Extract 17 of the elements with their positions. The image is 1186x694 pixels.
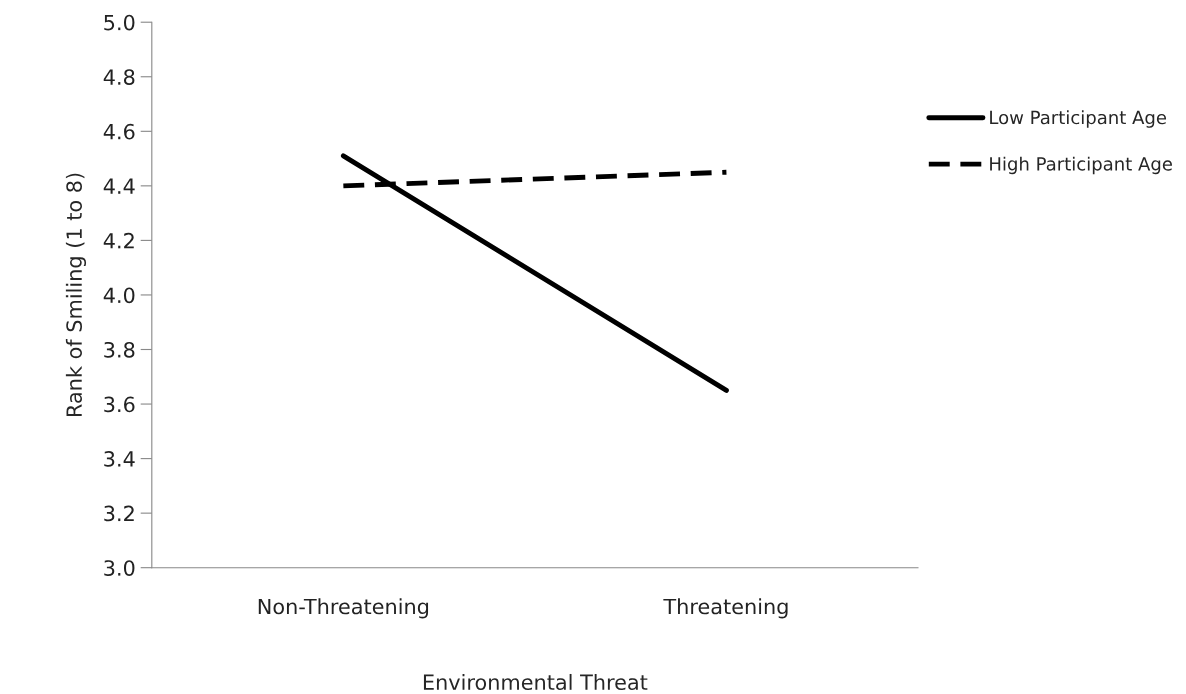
legend-label: Low Participant Age (990, 110, 1167, 128)
y-tick-label: 4.6 (103, 123, 135, 140)
y-tick-label: 3.4 (104, 451, 135, 467)
x-tick-label: Non-Threatening (258, 598, 429, 619)
y-tick-label: 3.0 (104, 560, 135, 576)
y-tick-label: 3.2 (104, 505, 134, 522)
y-tick-label: 3.8 (104, 341, 135, 358)
y-tick-label: 3.6 (104, 396, 135, 413)
y-tick-label: 5.0 (104, 14, 135, 31)
x-tick-label: Threatening (663, 598, 788, 619)
x-axis-title: Environmental Threat (423, 673, 648, 691)
y-axis-title: Rank of Smiling (1 to 8) (65, 173, 87, 417)
y-tick-label: 4.4 (103, 178, 135, 194)
y-tick-label: 4.0 (103, 287, 135, 304)
y-tick-label: 4.8 (103, 69, 135, 85)
y-tick-label: 4.2 (103, 232, 134, 249)
legend-label: High Participant Age (990, 156, 1172, 175)
